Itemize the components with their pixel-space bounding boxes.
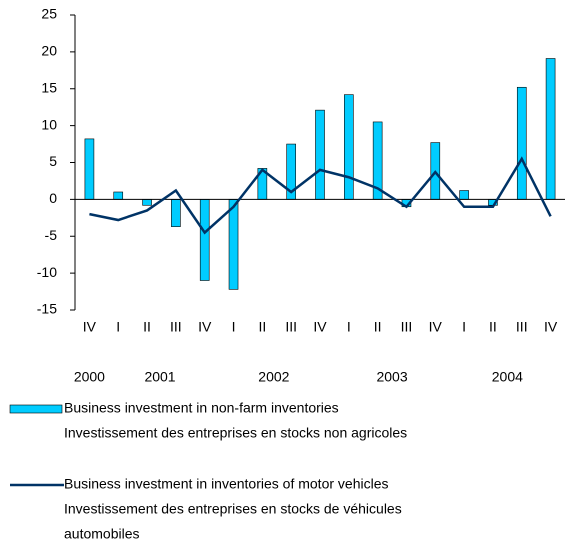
x-tick-label: III bbox=[516, 319, 528, 335]
legend-label: Business investment in inventories of mo… bbox=[64, 476, 388, 492]
x-tick-label: I bbox=[347, 319, 351, 335]
year-label: 2000 bbox=[74, 369, 105, 385]
x-tick-label: IV bbox=[429, 319, 443, 335]
bar bbox=[228, 199, 239, 290]
year-label: 2004 bbox=[492, 369, 523, 385]
legend-label: Investissement des entreprises en stocks… bbox=[64, 501, 402, 517]
x-tick-label: III bbox=[170, 319, 182, 335]
bar bbox=[315, 109, 325, 200]
bar bbox=[142, 199, 152, 206]
y-tick-label: 5 bbox=[49, 153, 57, 169]
y-tick-label: -10 bbox=[37, 264, 57, 280]
y-tick-label: 10 bbox=[41, 116, 57, 132]
bar bbox=[171, 199, 181, 227]
y-tick-label: 20 bbox=[41, 43, 57, 59]
y-tick-label: 25 bbox=[41, 6, 57, 22]
bar bbox=[199, 199, 210, 281]
x-tick-label: III bbox=[285, 319, 297, 335]
legend-swatch bbox=[9, 404, 63, 414]
legend-label: Business investment in non-farm inventor… bbox=[64, 400, 339, 416]
bar bbox=[459, 190, 469, 200]
bar bbox=[516, 86, 527, 200]
bar bbox=[344, 94, 354, 200]
x-tick-label: I bbox=[462, 319, 466, 335]
x-tick-label: II bbox=[258, 319, 266, 335]
legend-label: automobiles bbox=[64, 526, 140, 542]
x-tick-label: I bbox=[232, 319, 236, 335]
x-tick-label: IV bbox=[544, 319, 558, 335]
y-tick-label: 15 bbox=[41, 79, 57, 95]
x-tick-label: IV bbox=[313, 319, 327, 335]
legend-label: Investissement des entreprises en stocks… bbox=[64, 425, 407, 441]
x-tick-label: IV bbox=[198, 319, 212, 335]
year-label: 2002 bbox=[258, 369, 289, 385]
year-label: 2003 bbox=[376, 369, 407, 385]
bar bbox=[84, 138, 95, 200]
y-tick-label: 0 bbox=[49, 190, 57, 206]
x-tick-label: IV bbox=[83, 319, 97, 335]
bar bbox=[113, 191, 124, 200]
bar bbox=[545, 58, 556, 200]
x-tick-label: I bbox=[116, 319, 120, 335]
year-label: 2001 bbox=[144, 369, 175, 385]
line bbox=[89, 156, 552, 235]
x-tick-label: II bbox=[374, 319, 382, 335]
x-tick-label: III bbox=[401, 319, 413, 335]
y-tick-label: -15 bbox=[37, 301, 57, 317]
x-tick-label: II bbox=[143, 319, 151, 335]
y-tick-label: -5 bbox=[45, 227, 58, 243]
x-tick-label: II bbox=[489, 319, 497, 335]
